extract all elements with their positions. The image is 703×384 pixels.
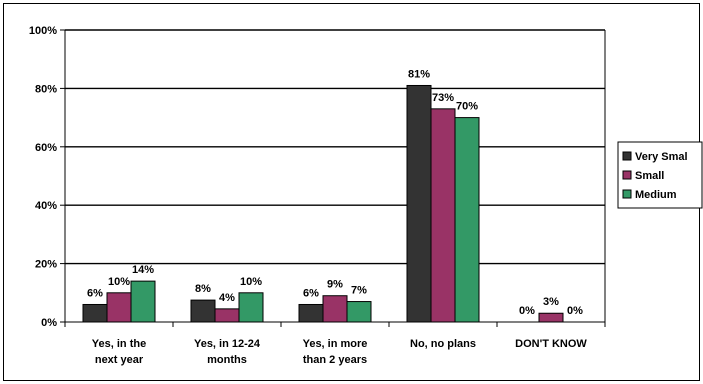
bar [538, 312, 564, 323]
x-category-label: No, no plans [410, 338, 476, 350]
bar [346, 301, 372, 323]
data-label: 9% [327, 279, 343, 291]
data-label: 6% [87, 287, 103, 299]
bar [238, 292, 264, 323]
y-tick-label: 80% [35, 83, 57, 95]
legend-swatch [622, 151, 632, 161]
y-tick-label: 20% [35, 259, 57, 271]
data-label: 70% [456, 101, 478, 113]
legend-label: Medium [635, 189, 677, 201]
bar [322, 295, 348, 323]
x-category-label: Yes, in more [303, 338, 368, 350]
bar [130, 280, 156, 323]
x-category-label: Yes, in 12-24 [194, 338, 261, 350]
data-label: 0% [519, 305, 535, 317]
legend-swatch [622, 189, 632, 199]
data-label: 0% [567, 305, 583, 317]
y-tick-label: 60% [35, 142, 57, 154]
legend-box [617, 141, 703, 209]
legend-label: Small [635, 170, 664, 182]
y-tick-label: 100% [29, 25, 57, 37]
data-label: 3% [543, 296, 559, 308]
data-label: 14% [132, 264, 154, 276]
x-category-label: Yes, in the [92, 338, 146, 350]
legend-label: Very Smal [635, 151, 688, 163]
data-label: 81% [408, 68, 430, 80]
bar [430, 108, 456, 323]
legend-swatch [622, 170, 632, 180]
data-label: 8% [195, 283, 211, 295]
bars [82, 84, 564, 323]
tick-labels: 0% 20% 40% 60% 80% 100% Yes, in the next year Ye… [29, 25, 588, 366]
data-label: 10% [108, 276, 130, 288]
bar [454, 117, 480, 323]
data-label: 6% [303, 287, 319, 299]
bar [214, 308, 240, 323]
x-category-label: DON'T KNOW [515, 338, 587, 350]
x-category-label: months [207, 354, 247, 366]
bar [298, 303, 324, 323]
y-tick-label: 0% [41, 317, 57, 329]
bar [406, 84, 432, 323]
data-label: 73% [432, 92, 454, 104]
bar [82, 303, 108, 323]
data-label: 10% [240, 276, 262, 288]
legend: Very Smal Small Medium [617, 141, 703, 209]
x-category-label: than 2 years [303, 354, 367, 366]
bar [106, 292, 132, 323]
y-tick-label: 40% [35, 200, 57, 212]
x-category-label: next year [95, 354, 144, 366]
grid-lines [65, 29, 605, 265]
plot-area [65, 30, 605, 322]
bar [190, 299, 216, 323]
data-label: 4% [219, 292, 235, 304]
data-labels: 6%10%14%8%4%10%6%9% 7%81%73%70%0%3%0% [87, 68, 583, 317]
data-label: 7% [351, 285, 367, 297]
